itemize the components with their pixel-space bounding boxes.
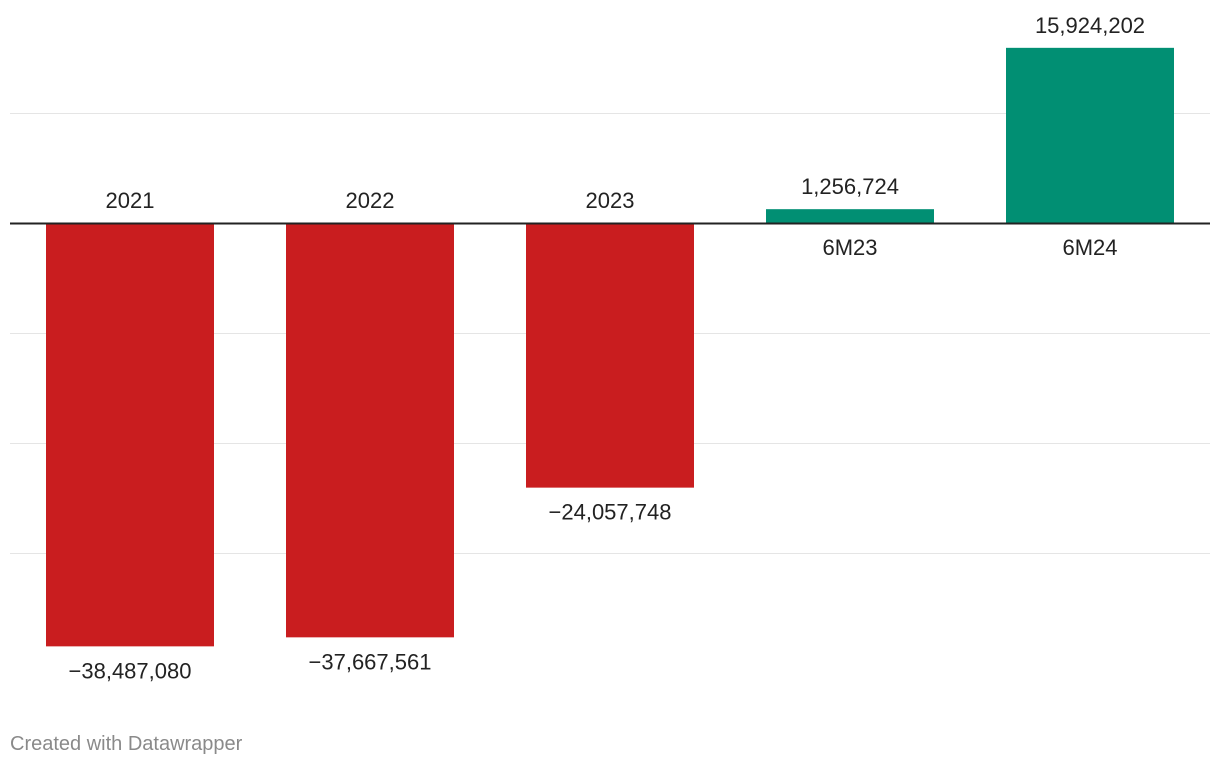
category-label: 6M23 — [822, 235, 877, 260]
category-label: 2022 — [346, 188, 395, 213]
labels: −38,487,080 2021 −37,667,561 2022 −24,057,74… — [69, 13, 1146, 684]
bar — [766, 209, 934, 223]
value-label: −38,487,080 — [69, 658, 192, 683]
value-label: 15,924,202 — [1035, 13, 1145, 38]
value-label: −24,057,748 — [549, 500, 672, 525]
bar — [286, 223, 454, 638]
category-label: 6M24 — [1062, 235, 1117, 260]
bar — [1006, 47, 1174, 224]
bar — [46, 223, 214, 647]
category-label: 2023 — [586, 188, 635, 213]
footer-credit: Created with Datawrapper — [10, 733, 243, 755]
value-label: 1,256,724 — [801, 174, 899, 199]
bar — [526, 223, 694, 488]
bars — [46, 47, 1174, 647]
category-label: 2021 — [106, 188, 155, 213]
value-label: −37,667,561 — [309, 649, 432, 674]
